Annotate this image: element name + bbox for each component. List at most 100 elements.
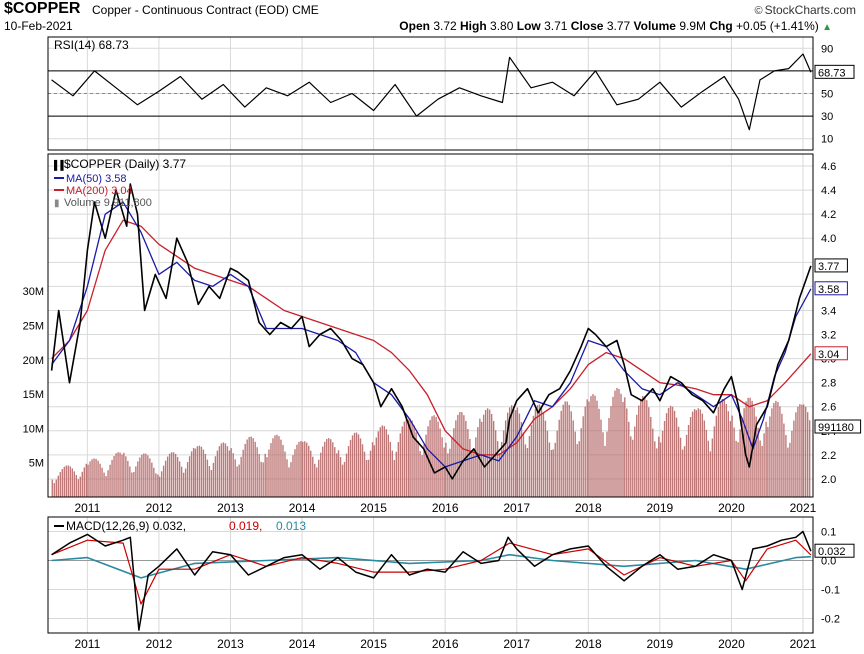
volume-bar: [395, 451, 398, 497]
volume-bar: [87, 464, 89, 497]
macd-signal-legend: 0.019,: [229, 519, 262, 533]
volume-bar: [127, 460, 129, 497]
volume-bar: [582, 416, 584, 497]
rsi-last-value: 68.73: [818, 67, 846, 79]
volume-bar: [510, 405, 513, 497]
volume-bar: [554, 442, 556, 497]
volume-bar: [361, 444, 364, 497]
volume-bar: [522, 432, 525, 497]
volume-bar: [316, 467, 318, 497]
volume-tick-label-5M: 5M: [29, 458, 44, 470]
volume-bar: [409, 418, 411, 497]
credit[interactable]: © StockCharts.com: [755, 3, 856, 17]
volume-bar: [709, 451, 712, 497]
volume-bar: [520, 422, 523, 497]
volume-bar: [656, 448, 658, 497]
volume-bar: [125, 456, 127, 497]
volume-bar: [308, 445, 310, 497]
volume-bar: [379, 427, 382, 497]
volume-bar: [727, 411, 730, 497]
macd-last-value: 0.032: [818, 546, 846, 558]
volume-bar: [467, 429, 469, 497]
volume-bar: [477, 427, 479, 497]
volume-bar: [330, 439, 332, 497]
volume-bar: [777, 402, 779, 497]
volume-bar: [69, 466, 71, 497]
volume-bar: [155, 473, 157, 497]
volume-bar: [628, 421, 630, 497]
up-arrow-icon: ▲: [822, 22, 832, 33]
macd-x-tick-label-2011: 2011: [74, 637, 100, 651]
volume-bar: [755, 416, 757, 497]
rsi-panel-frame: [47, 36, 814, 151]
volume-bar: [403, 421, 406, 497]
volume-bar: [79, 476, 81, 497]
macd-line: [51, 530, 812, 631]
volume-bar: [536, 405, 539, 497]
volume-bar: [721, 398, 724, 497]
volume-bar: [399, 433, 402, 497]
ma200-last-value-box: [814, 346, 848, 361]
volume-bar: [787, 447, 789, 497]
volume-bar: [646, 400, 648, 497]
volume-bar: [288, 467, 290, 497]
price-tick-label-2.8: 2.8: [821, 378, 836, 390]
volume-bar: [365, 460, 368, 497]
price-x-tick-label-2011: 2011: [74, 501, 100, 515]
volume-bar: [57, 475, 59, 497]
volume-bar: [677, 426, 680, 497]
volume-bar: [326, 439, 328, 497]
volume-bar: [769, 416, 771, 497]
volume-bar: [214, 456, 217, 497]
macd-x-tick-label-2013: 2013: [217, 637, 244, 651]
volume-bar: [771, 408, 773, 497]
volume-bar: [282, 444, 284, 497]
volume-bar: [178, 461, 181, 497]
volume-bar: [391, 450, 394, 497]
volume-bar: [119, 452, 121, 497]
volume-bar: [290, 462, 292, 497]
volume-bar: [697, 408, 700, 497]
ma50-legend: MA(50) 3.58: [66, 173, 127, 185]
volume-bar: [540, 406, 543, 497]
volume-bar: [228, 450, 231, 497]
volume-bar: [804, 406, 807, 497]
volume-bar: [336, 453, 338, 497]
volume-bar: [359, 438, 362, 497]
volume-bar: [77, 479, 79, 497]
macd-x-tick-label-2019: 2019: [647, 637, 674, 651]
volume-bar: [208, 466, 211, 497]
volume-bar: [226, 446, 229, 497]
volume-bar: [61, 469, 63, 497]
volume-bar: [658, 436, 660, 497]
volume-bar: [578, 441, 580, 497]
volume-bar: [781, 413, 783, 497]
macd-x-tick-label-2016: 2016: [432, 637, 459, 651]
macd-x-tick-label-2018: 2018: [575, 637, 602, 651]
volume-bar: [369, 450, 372, 497]
volume-bar: [723, 399, 726, 497]
volume-bar: [572, 420, 574, 497]
volume-bar: [590, 396, 592, 497]
volume-bar: [268, 449, 270, 497]
volume-bar: [584, 406, 586, 497]
volume-bar: [568, 404, 570, 497]
volume-bar: [630, 436, 632, 497]
volume-bar: [357, 434, 360, 497]
volume-bar: [445, 442, 447, 497]
volume-bar: [194, 448, 197, 497]
price-legend: $COPPER (Daily) 3.77: [64, 157, 186, 171]
volume-bar: [188, 456, 191, 497]
volume-bar: [230, 448, 232, 497]
volume-bar: [423, 444, 425, 497]
volume-bar: [475, 437, 477, 497]
rsi-legend: RSI(14) 68.73: [54, 38, 129, 52]
chart-date: 10-Feb-2021: [4, 19, 73, 33]
volume-bar: [192, 447, 195, 497]
volume-bar: [198, 445, 201, 497]
volume-bar: [528, 435, 531, 497]
volume-bar: [592, 394, 594, 497]
volume-bar: [681, 449, 684, 497]
volume-bar: [206, 459, 209, 497]
